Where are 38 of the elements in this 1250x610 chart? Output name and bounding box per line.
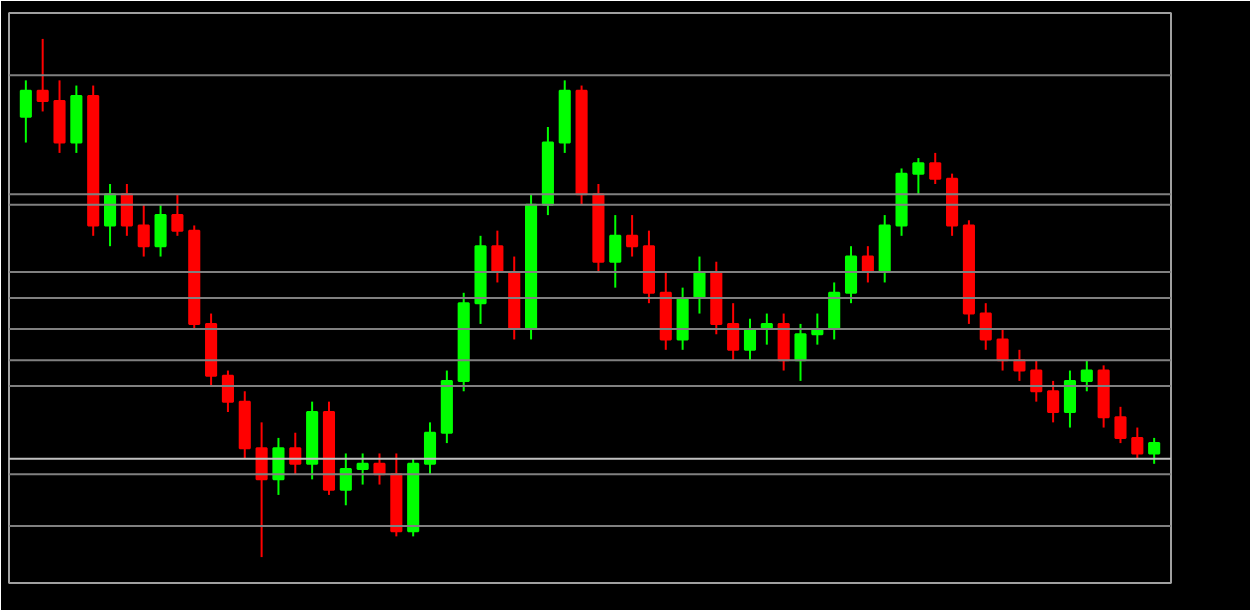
candlestick (1013, 348, 1026, 382)
candlestick (423, 421, 437, 476)
candlestick (137, 203, 150, 258)
candlestick (693, 255, 706, 315)
candlestick (996, 328, 1009, 372)
candlestick (794, 322, 807, 382)
candlestick (339, 452, 352, 507)
candlestick (626, 214, 639, 258)
candlestick (53, 79, 66, 154)
candlestick (221, 369, 234, 413)
candlestick (1114, 405, 1127, 445)
candlestick (154, 203, 167, 258)
candlestick (912, 157, 925, 196)
candlestick (1047, 379, 1060, 424)
candlestick (946, 172, 959, 237)
candlestick (659, 271, 672, 351)
candlestick (289, 431, 302, 476)
candlestick (1131, 426, 1144, 460)
candlestick (1063, 369, 1077, 429)
candlestick (19, 79, 32, 144)
candlestick (1148, 436, 1161, 465)
candlestick (743, 317, 757, 362)
candlestick (844, 245, 858, 305)
candlestick (609, 214, 622, 289)
candlestick (36, 37, 49, 113)
candlestick (171, 193, 184, 237)
candlestick (1080, 359, 1093, 393)
candlestick (70, 84, 83, 154)
candlestick (356, 452, 369, 486)
candlestick (1097, 364, 1110, 429)
candlestick (979, 302, 992, 351)
candlestick (238, 390, 251, 460)
candlestick (491, 229, 504, 284)
candlestick (929, 151, 942, 185)
candlestick (878, 214, 891, 284)
candlestick (727, 302, 740, 362)
candlestick (642, 229, 655, 305)
candlestick (676, 286, 689, 351)
